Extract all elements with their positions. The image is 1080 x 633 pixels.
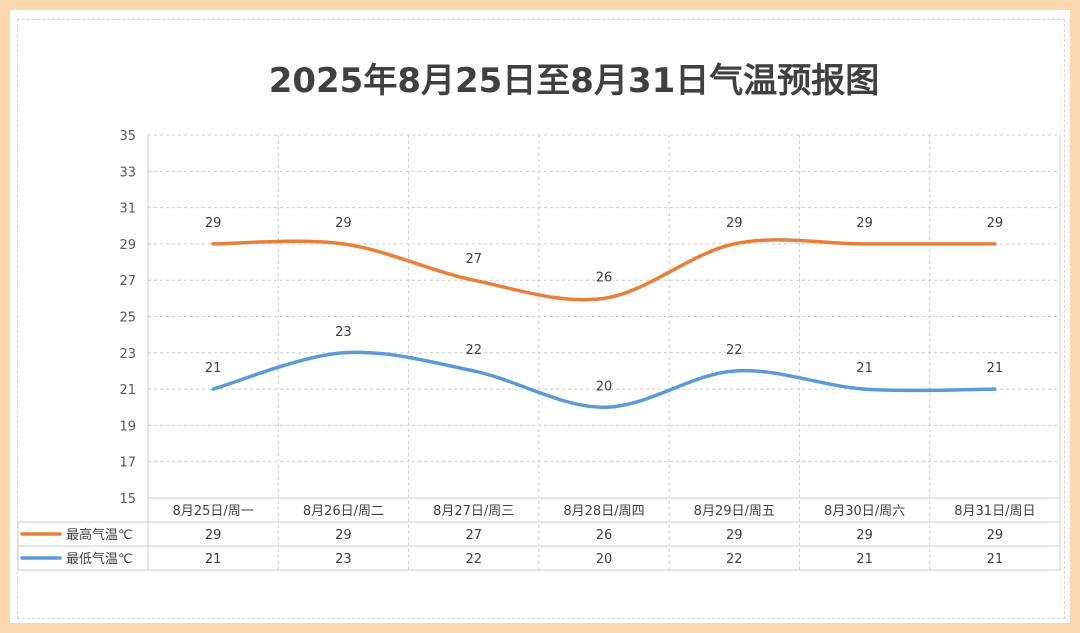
table-cell: 22: [465, 552, 482, 567]
y-tick-label: 25: [119, 311, 136, 326]
category-label: 8月27日/周三: [433, 504, 514, 519]
table-cell: 23: [335, 552, 352, 567]
data-table: 8月25日/周一 8月26日/周二 8月27日/周三 8月28日/周四 8月29日/周五…: [17, 497, 1060, 571]
data-label: 21: [987, 361, 1004, 376]
series-line-0: [211, 238, 997, 302]
category-label: 8月26日/周二: [303, 504, 384, 519]
data-label: 21: [205, 361, 222, 376]
data-label: 20: [596, 379, 613, 394]
category-label: 8月31日/周日: [954, 504, 1035, 519]
data-label: 21: [856, 361, 873, 376]
chart-title: 2025年8月25日至8月31日气温预报图: [269, 61, 880, 101]
data-label: 29: [205, 216, 222, 231]
table-cell: 20: [596, 552, 613, 567]
table-cell: 27: [465, 528, 482, 543]
category-label: 8月29日/周五: [694, 504, 775, 519]
data-label: 22: [726, 343, 743, 358]
y-tick-label: 21: [119, 383, 136, 398]
data-label: 23: [335, 325, 352, 340]
table-cell: 21: [856, 552, 873, 567]
series-layer: 29 29 27 26 29 29 29 21 23 22 20 22 21 21: [205, 216, 1004, 410]
y-tick-label: 29: [119, 238, 136, 253]
data-label: 26: [596, 270, 613, 285]
chart-area-border: [17, 19, 1065, 619]
y-tick-label: 31: [119, 202, 136, 217]
y-tick-label: 15: [119, 492, 136, 507]
category-label: 8月25日/周一: [173, 504, 254, 519]
table-cell: 29: [987, 528, 1004, 543]
table-cell: 29: [205, 528, 222, 543]
data-label: 29: [987, 216, 1004, 231]
y-tick-label: 27: [119, 274, 136, 289]
data-label: 29: [856, 216, 873, 231]
y-tick-label: 35: [119, 129, 136, 144]
data-label: 29: [726, 216, 743, 231]
data-label: 22: [465, 343, 482, 358]
y-tick-label: 19: [119, 419, 136, 434]
data-label: 27: [465, 252, 482, 267]
table-cell: 29: [856, 528, 873, 543]
table-cell: 29: [726, 528, 743, 543]
y-tick-label: 23: [119, 347, 136, 362]
category-label: 8月28日/周四: [563, 504, 644, 519]
y-tick-label: 33: [119, 165, 136, 180]
table-cell: 26: [596, 528, 613, 543]
table-cell: 22: [726, 552, 743, 567]
y-axis: 15 17 19 21 23 25 27 29 31 33 35: [119, 129, 136, 507]
legend-label: 最高气温℃: [66, 527, 133, 543]
table-cell: 21: [205, 552, 222, 567]
category-label: 8月30日/周六: [824, 504, 905, 519]
legend-label: 最低气温℃: [66, 551, 133, 567]
y-tick-label: 17: [119, 456, 136, 471]
series-line-1: [211, 350, 997, 410]
table-cell: 29: [335, 528, 352, 543]
table-cell: 21: [987, 552, 1004, 567]
data-label: 29: [335, 216, 352, 231]
